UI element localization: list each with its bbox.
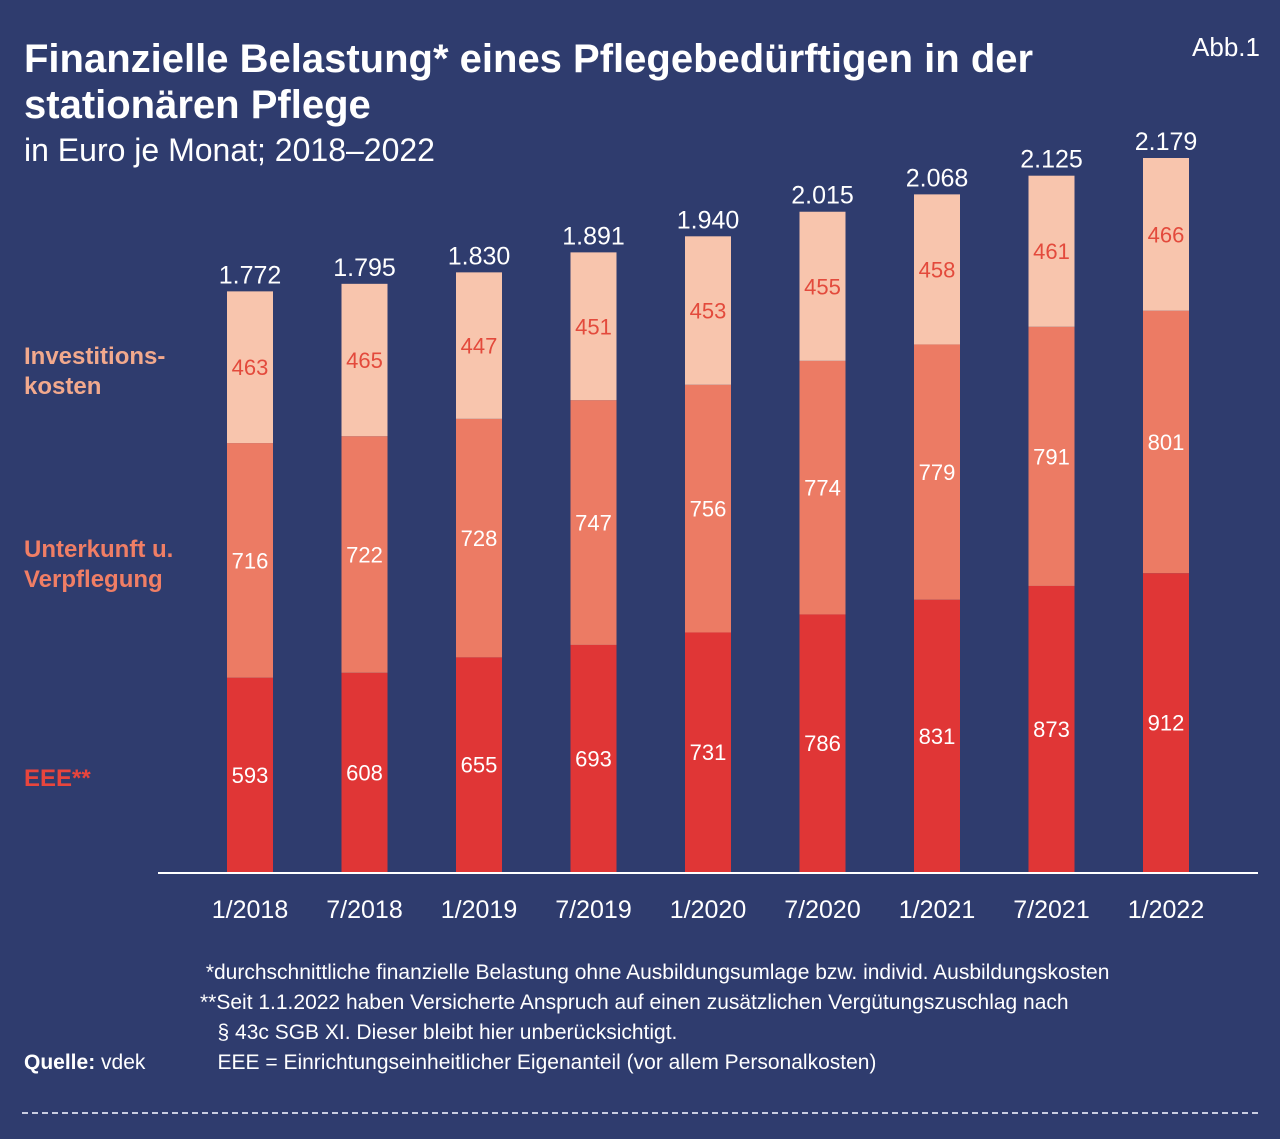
value-label-unterkunft-4: 756 <box>690 497 727 522</box>
value-label-invest-3: 451 <box>575 314 612 339</box>
value-label-eee-5: 786 <box>804 731 841 756</box>
source-label: Quelle: <box>24 1051 96 1074</box>
value-label-eee-8: 912 <box>1148 711 1185 736</box>
chart-subtitle: in Euro je Monat; 2018–2022 <box>24 132 435 168</box>
bar-invest-3 <box>570 252 617 401</box>
value-label-eee-1: 608 <box>346 760 383 785</box>
bar-eee-6 <box>914 599 960 872</box>
value-label-eee-3: 693 <box>575 746 612 771</box>
chart-title: Finanzielle Belastung* eines Pflegebedür… <box>24 37 1034 127</box>
value-label-eee-2: 655 <box>461 753 498 778</box>
bar-invest-5 <box>799 211 846 361</box>
source-value: vdek <box>101 1051 146 1074</box>
total-label-4: 1.940 <box>677 206 740 234</box>
bar-eee-3 <box>570 644 617 872</box>
stacked-bar-chart: 593 716 463 1.772 1/2018 608 722 465 1.795 7/2018… <box>158 128 1258 924</box>
value-label-unterkunft-1: 722 <box>346 542 383 567</box>
x-tick-label-8: 1/2022 <box>1128 896 1204 924</box>
bar-invest-8 <box>1143 158 1189 311</box>
x-tick-label-5: 7/2020 <box>784 896 860 924</box>
bottom-divider <box>22 1112 1258 1114</box>
x-tick-label-0: 1/2018 <box>212 896 288 924</box>
total-label-7: 2.125 <box>1020 146 1083 174</box>
value-label-unterkunft-8: 801 <box>1148 430 1185 455</box>
value-label-unterkunft-5: 774 <box>804 476 841 501</box>
total-label-2: 1.830 <box>448 242 511 270</box>
bar-invest-0 <box>227 291 273 444</box>
bar-unterkunft-0 <box>227 443 273 678</box>
bar-eee-8 <box>1143 573 1189 872</box>
source: Quelle: vdek <box>24 1048 145 1078</box>
x-tick-label-2: 1/2019 <box>441 896 517 924</box>
bar-unterkunft-1 <box>341 436 388 673</box>
bar-eee-2 <box>456 657 502 872</box>
bar-invest-2 <box>456 272 502 419</box>
legend-unterkunft: Unterkunft u. Verpflegung <box>24 536 174 593</box>
value-label-invest-6: 458 <box>919 257 956 282</box>
bar-unterkunft-6 <box>914 344 960 600</box>
legend-eee: EEE** <box>24 765 91 792</box>
value-label-invest-4: 453 <box>690 299 727 324</box>
total-label-0: 1.772 <box>219 261 282 289</box>
bar-invest-6 <box>914 194 960 345</box>
value-label-unterkunft-0: 716 <box>232 548 269 573</box>
value-label-invest-7: 461 <box>1033 239 1070 264</box>
footnote-2: **Seit 1.1.2022 haben Versicherte Anspru… <box>200 991 1069 1014</box>
footnote-3: § 43c SGB XI. Dieser bleibt hier unberüc… <box>200 1021 678 1044</box>
bar-eee-5 <box>799 614 846 872</box>
bar-invest-1 <box>341 283 388 437</box>
bar-unterkunft-3 <box>570 400 617 645</box>
bar-eee-0 <box>227 677 273 872</box>
value-label-eee-7: 873 <box>1033 717 1070 742</box>
value-label-invest-8: 466 <box>1148 222 1185 247</box>
bar-invest-7 <box>1028 175 1075 327</box>
footnote-1: *durchschnittliche finanzielle Belastung… <box>200 961 1110 984</box>
bar-unterkunft-5 <box>799 360 846 615</box>
value-label-unterkunft-6: 779 <box>919 460 956 485</box>
bar-unterkunft-4 <box>685 384 731 633</box>
value-label-invest-2: 447 <box>461 334 498 359</box>
value-label-invest-5: 455 <box>804 274 841 299</box>
value-label-invest-1: 465 <box>346 348 383 373</box>
value-label-invest-0: 463 <box>232 355 269 380</box>
value-label-unterkunft-2: 728 <box>461 526 498 551</box>
bar-eee-7 <box>1028 585 1075 872</box>
total-label-6: 2.068 <box>906 164 969 192</box>
value-label-unterkunft-3: 747 <box>575 511 612 536</box>
x-tick-label-1: 7/2018 <box>326 896 402 924</box>
bar-invest-4 <box>685 236 731 385</box>
value-label-eee-0: 593 <box>232 763 269 788</box>
bar-unterkunft-7 <box>1028 326 1075 586</box>
bar-eee-1 <box>341 672 388 872</box>
legend-investitionskosten: Investitions- kosten <box>24 343 166 400</box>
value-label-unterkunft-7: 791 <box>1033 444 1070 469</box>
bar-unterkunft-8 <box>1143 310 1189 574</box>
footnote-4: EEE = Einrichtungseinheitlicher Eigenant… <box>200 1051 877 1074</box>
x-tick-label-3: 7/2019 <box>555 896 631 924</box>
bar-unterkunft-2 <box>456 418 502 658</box>
total-label-1: 1.795 <box>333 254 396 282</box>
x-tick-label-6: 1/2021 <box>899 896 975 924</box>
footnotes: *durchschnittliche finanzielle Belastung… <box>200 958 1109 1078</box>
bar-eee-4 <box>685 632 731 872</box>
figure-label: Abb.1 <box>1192 32 1260 62</box>
total-label-5: 2.015 <box>791 182 854 210</box>
x-tick-label-4: 1/2020 <box>670 896 746 924</box>
value-label-eee-6: 831 <box>919 724 956 749</box>
value-label-eee-4: 731 <box>690 740 727 765</box>
total-label-8: 2.179 <box>1135 128 1198 156</box>
total-label-3: 1.891 <box>562 222 625 250</box>
x-tick-label-7: 7/2021 <box>1013 896 1089 924</box>
